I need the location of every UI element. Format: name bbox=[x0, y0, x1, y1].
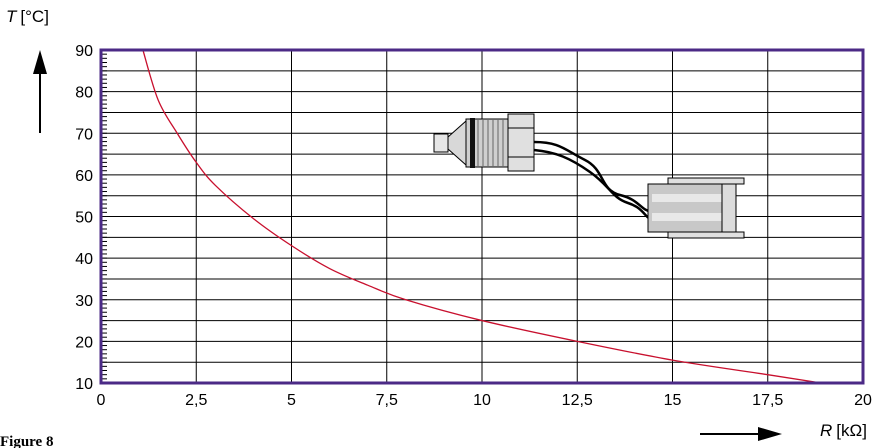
temperature-sensor-illustration bbox=[433, 113, 745, 239]
y-tick-label: 40 bbox=[75, 251, 93, 268]
plot-frame bbox=[99, 48, 865, 385]
arrow-up-icon bbox=[33, 50, 47, 133]
x-tick-label: 7,5 bbox=[376, 392, 398, 409]
y-tick-labels: 10 20 30 40 50 60 70 80 90 bbox=[75, 43, 93, 393]
y-tick-label: 90 bbox=[75, 43, 93, 60]
y-tick-label: 70 bbox=[75, 126, 93, 143]
x-tick-label: 10 bbox=[473, 392, 491, 409]
grid-lines bbox=[100, 49, 864, 384]
x-tick-label: 2,5 bbox=[185, 392, 207, 409]
y-tick-label: 80 bbox=[75, 85, 93, 102]
series-line bbox=[142, 49, 822, 384]
x-tick-label: 0 bbox=[97, 392, 106, 409]
y-tick-label: 50 bbox=[75, 210, 93, 227]
x-tick-label: 5 bbox=[287, 392, 296, 409]
y-tick-label: 60 bbox=[75, 168, 93, 185]
x-tick-label: 17,5 bbox=[752, 392, 783, 409]
series-layer bbox=[142, 49, 822, 384]
x-tick-label: 12,5 bbox=[562, 392, 593, 409]
y-tick-label: 10 bbox=[75, 376, 93, 393]
x-tick-label: 20 bbox=[854, 392, 872, 409]
y-tick-label: 30 bbox=[75, 293, 93, 310]
x-axis-label: R [kΩ] bbox=[820, 421, 867, 440]
arrow-right-icon bbox=[700, 427, 782, 441]
figure-caption: Figure 8 bbox=[0, 434, 53, 448]
x-tick-labels: 0 2,5 5 7,5 10 12,5 15 17,5 20 bbox=[97, 392, 872, 409]
x-tick-label: 15 bbox=[664, 392, 682, 409]
y-tick-label: 20 bbox=[75, 334, 93, 351]
y-axis-label: T [°C] bbox=[6, 7, 49, 26]
